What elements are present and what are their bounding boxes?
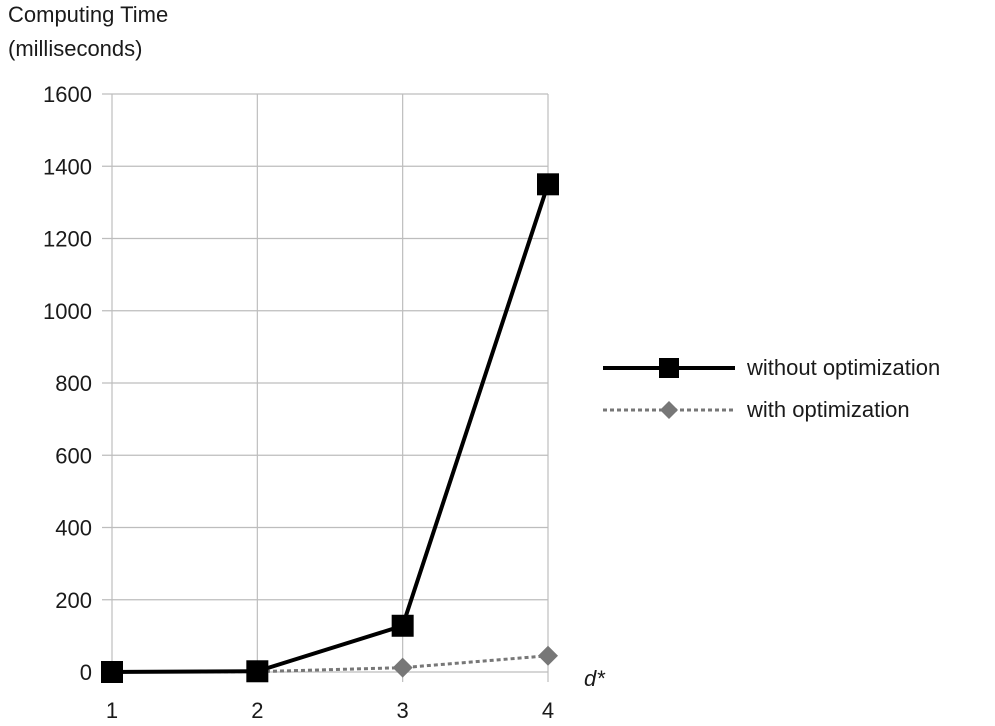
series-layer bbox=[101, 173, 559, 683]
x-tick-label: 1 bbox=[106, 698, 118, 723]
data-point-square bbox=[101, 661, 123, 683]
y-tick-label: 600 bbox=[55, 443, 92, 468]
data-point-diamond bbox=[392, 657, 413, 678]
y-tick-label: 0 bbox=[80, 660, 92, 685]
data-point-square bbox=[391, 614, 414, 637]
y-tick-label: 1600 bbox=[43, 82, 92, 107]
y-tick-label: 800 bbox=[55, 371, 92, 396]
x-axis-title: d* bbox=[584, 666, 606, 691]
y-tick-label: 200 bbox=[55, 588, 92, 613]
legend: without optimization with optimization bbox=[603, 355, 940, 422]
y-tick-label: 1200 bbox=[43, 227, 92, 252]
data-point-diamond bbox=[538, 645, 558, 666]
legend-marker-diamond bbox=[660, 401, 678, 419]
series-line-with-optimization bbox=[111, 654, 549, 674]
y-axis-title-line-1: Computing Time bbox=[8, 2, 169, 27]
data-point-square bbox=[246, 660, 269, 683]
x-tick-label: 3 bbox=[397, 698, 409, 723]
y-axis-title-line-2: (milliseconds) bbox=[8, 36, 143, 61]
x-tick-label: 2 bbox=[251, 698, 263, 723]
legend-label: without optimization bbox=[746, 355, 940, 380]
series-line-without-optimization bbox=[111, 183, 550, 674]
data-point-square bbox=[537, 173, 559, 196]
legend-marker-square bbox=[659, 358, 679, 378]
legend-label: with optimization bbox=[746, 397, 910, 422]
axes: 0 200 400 600 800 1000 1200 1400 1600 1 2 3 4 d* bbox=[43, 82, 606, 723]
y-tick-label: 1400 bbox=[43, 154, 92, 179]
y-tick-label: 400 bbox=[55, 516, 92, 541]
x-tick-label: 4 bbox=[542, 698, 554, 723]
y-tick-label: 1000 bbox=[43, 299, 92, 324]
